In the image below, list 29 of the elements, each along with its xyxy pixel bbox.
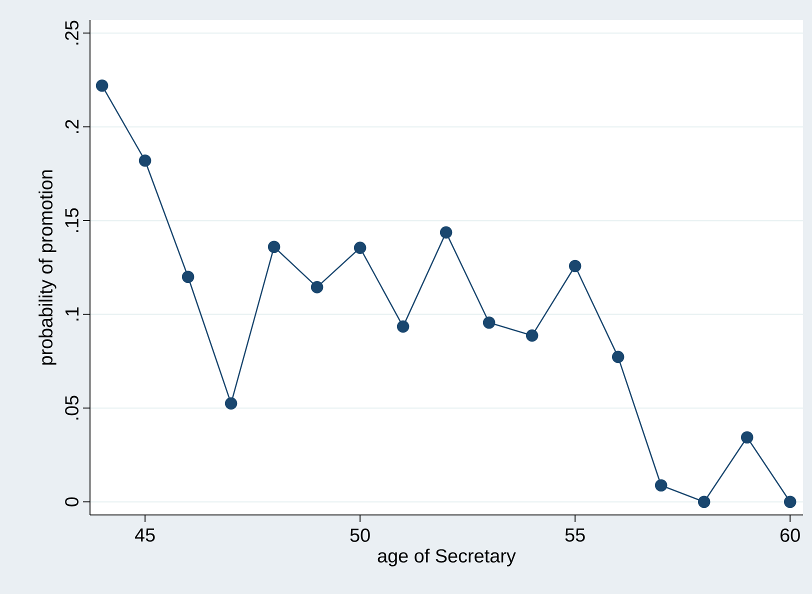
point — [396, 320, 410, 333]
point — [354, 242, 366, 254]
y-tick-label: .1 — [65, 307, 78, 321]
point — [740, 431, 754, 444]
point — [526, 329, 538, 342]
y-axis-title: probability of promotion — [38, 170, 56, 365]
point — [310, 281, 324, 294]
point — [138, 154, 152, 167]
point — [440, 226, 452, 239]
point — [612, 350, 624, 364]
x-tick-label: 50 — [350, 528, 370, 542]
point — [482, 316, 496, 329]
point — [96, 79, 108, 92]
point — [654, 479, 668, 492]
y-tick-label: .2 — [65, 120, 78, 134]
y-tick-label: 0 — [65, 497, 79, 506]
y-tick-label: .25 — [65, 20, 79, 45]
point — [224, 397, 238, 410]
x-tick-label: 45 — [134, 528, 155, 542]
point — [268, 240, 280, 254]
x-tick-label: 55 — [565, 528, 585, 542]
point — [182, 270, 194, 284]
x-tick-label: 60 — [780, 528, 800, 542]
y-tick-label: .15 — [65, 208, 79, 232]
point — [568, 260, 582, 272]
x-axis-title: age of Secretary — [378, 548, 516, 566]
y-tick-label: .05 — [65, 396, 79, 420]
point — [698, 496, 710, 508]
point — [784, 496, 796, 508]
